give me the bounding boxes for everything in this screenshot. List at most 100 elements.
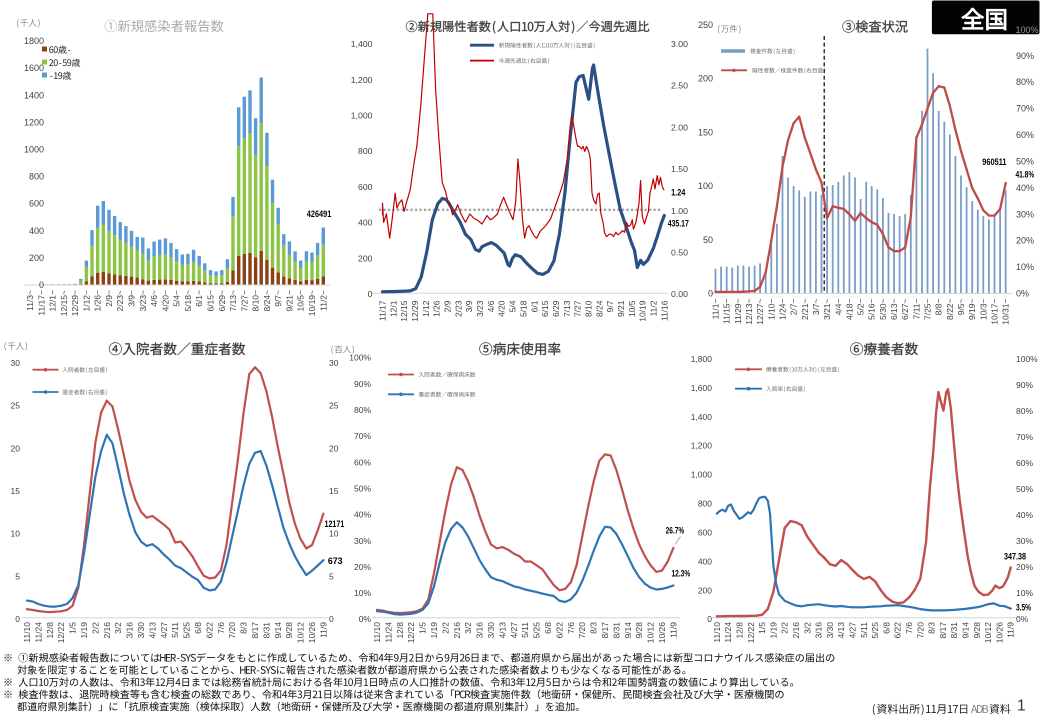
svg-text:7/6: 7/6 xyxy=(566,622,576,634)
svg-text:0: 0 xyxy=(15,614,20,624)
svg-text:7/11~: 7/11~ xyxy=(911,298,921,319)
svg-text:11/17: 11/17 xyxy=(378,300,388,321)
svg-text:347.38: 347.38 xyxy=(1004,552,1026,562)
svg-text:5/2~: 5/2~ xyxy=(856,298,866,315)
svg-text:40%: 40% xyxy=(1016,510,1033,520)
svg-text:12/13~: 12/13~ xyxy=(744,298,754,324)
svg-text:5/11: 5/11 xyxy=(170,622,180,638)
svg-text:60%: 60% xyxy=(354,457,371,467)
svg-text:1/26~: 1/26~ xyxy=(93,290,103,312)
svg-text:2/9: 2/9 xyxy=(443,300,453,312)
svg-text:7/6: 7/6 xyxy=(216,622,226,634)
svg-text:2/2: 2/2 xyxy=(780,622,790,634)
svg-text:2/23~: 2/23~ xyxy=(115,290,125,312)
svg-text:1.50: 1.50 xyxy=(671,164,688,174)
svg-text:8/10~: 8/10~ xyxy=(251,290,261,312)
svg-text:1,200: 1,200 xyxy=(691,441,713,451)
svg-text:1/12~: 1/12~ xyxy=(81,290,91,312)
svg-text:1600: 1600 xyxy=(24,63,44,73)
svg-text:9/14: 9/14 xyxy=(273,622,283,639)
svg-text:6/22: 6/22 xyxy=(554,622,564,639)
svg-text:4/27: 4/27 xyxy=(509,622,519,639)
svg-text:3/30: 3/30 xyxy=(486,622,496,639)
svg-text:12/1~: 12/1~ xyxy=(48,290,58,312)
svg-text:1/5: 1/5 xyxy=(68,622,78,634)
svg-text:12/1: 12/1 xyxy=(388,300,398,317)
svg-text:9/7: 9/7 xyxy=(605,300,615,312)
svg-text:7/6: 7/6 xyxy=(904,622,914,634)
svg-text:6/1: 6/1 xyxy=(529,300,539,312)
svg-text:6/8: 6/8 xyxy=(543,622,553,634)
svg-text:9/7~: 9/7~ xyxy=(273,290,283,307)
svg-text:400: 400 xyxy=(698,556,712,566)
svg-text:6/22: 6/22 xyxy=(204,622,214,639)
svg-text:6/13~: 6/13~ xyxy=(889,298,899,320)
svg-text:1/26: 1/26 xyxy=(432,300,442,317)
svg-text:5/25: 5/25 xyxy=(870,622,880,639)
svg-text:5/4: 5/4 xyxy=(508,300,518,312)
svg-text:1400: 1400 xyxy=(24,90,44,100)
svg-text:200: 200 xyxy=(358,253,373,263)
svg-text:1200: 1200 xyxy=(24,117,44,127)
svg-text:8/3: 8/3 xyxy=(927,622,937,634)
svg-text:800: 800 xyxy=(698,499,712,509)
svg-text:20: 20 xyxy=(11,443,21,453)
svg-text:8/31: 8/31 xyxy=(611,622,621,639)
svg-text:8/8~: 8/8~ xyxy=(934,298,944,315)
svg-text:5: 5 xyxy=(15,571,20,581)
svg-text:30: 30 xyxy=(11,358,21,368)
svg-text:2/16: 2/16 xyxy=(452,622,462,639)
svg-text:0: 0 xyxy=(329,614,334,624)
svg-text:11/10: 11/10 xyxy=(712,622,722,643)
svg-text:12/22: 12/22 xyxy=(56,622,66,644)
svg-text:12/8: 12/8 xyxy=(45,622,55,639)
svg-text:7/20: 7/20 xyxy=(915,622,925,639)
svg-text:1/5: 1/5 xyxy=(757,622,767,634)
svg-text:5/30~: 5/30~ xyxy=(878,298,888,320)
svg-text:5/11: 5/11 xyxy=(520,622,530,638)
svg-text:20%: 20% xyxy=(354,562,371,572)
svg-text:12/15: 12/15 xyxy=(399,300,409,322)
svg-text:9/21~: 9/21~ xyxy=(284,290,294,312)
svg-text:1/12: 1/12 xyxy=(421,300,431,317)
svg-text:11/29~: 11/29~ xyxy=(733,298,743,324)
svg-text:7/20: 7/20 xyxy=(577,622,587,639)
svg-text:3/16: 3/16 xyxy=(814,622,824,639)
svg-text:2/2: 2/2 xyxy=(440,622,450,634)
svg-text:9/21: 9/21 xyxy=(616,300,626,317)
svg-text:2/16: 2/16 xyxy=(791,622,801,639)
svg-text:7/25~: 7/25~ xyxy=(923,298,933,320)
svg-text:40%: 40% xyxy=(354,510,371,520)
svg-text:200: 200 xyxy=(29,253,44,263)
svg-text:1,000: 1,000 xyxy=(691,470,713,480)
svg-text:90%: 90% xyxy=(1016,51,1034,61)
svg-text:5/16~: 5/16~ xyxy=(867,298,877,320)
svg-text:10/19: 10/19 xyxy=(638,300,648,322)
svg-text:6/1~: 6/1~ xyxy=(194,290,204,307)
svg-text:7/13~: 7/13~ xyxy=(228,290,238,312)
svg-text:11/9: 11/9 xyxy=(318,622,328,638)
svg-text:100%: 100% xyxy=(1016,25,1039,35)
svg-text:9/5~: 9/5~ xyxy=(956,298,966,315)
svg-text:12/22: 12/22 xyxy=(406,622,416,644)
svg-text:9/28: 9/28 xyxy=(284,622,294,639)
svg-text:2.00: 2.00 xyxy=(671,122,688,132)
svg-text:10%: 10% xyxy=(354,588,371,598)
svg-text:11/2~: 11/2~ xyxy=(318,290,328,311)
svg-text:20: 20 xyxy=(329,443,339,453)
svg-text:1,800: 1,800 xyxy=(691,354,713,364)
svg-text:150: 150 xyxy=(698,127,713,137)
svg-text:11/9: 11/9 xyxy=(668,622,678,638)
svg-text:10/31~: 10/31~ xyxy=(1001,298,1011,324)
svg-text:100%: 100% xyxy=(349,353,371,363)
svg-text:8/10: 8/10 xyxy=(583,300,593,317)
svg-text:12/8: 12/8 xyxy=(735,622,745,639)
svg-text:12/29~: 12/29~ xyxy=(70,290,80,316)
svg-text:3/9: 3/9 xyxy=(464,300,474,312)
svg-text:9/14: 9/14 xyxy=(961,622,971,639)
svg-text:1/5: 1/5 xyxy=(418,622,428,634)
svg-text:80%: 80% xyxy=(354,405,371,415)
svg-text:2/16: 2/16 xyxy=(102,622,112,639)
svg-text:10%: 10% xyxy=(1016,588,1033,598)
svg-text:4/27: 4/27 xyxy=(159,622,169,639)
